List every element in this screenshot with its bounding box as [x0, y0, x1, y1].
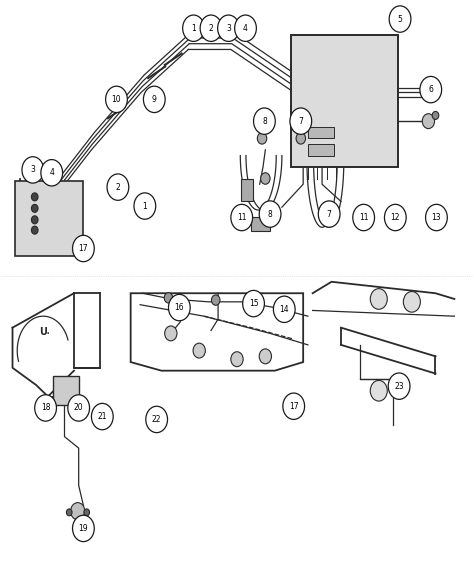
Text: 16: 16: [174, 303, 184, 312]
Circle shape: [41, 160, 63, 186]
Circle shape: [389, 6, 411, 32]
Text: 2: 2: [116, 183, 120, 191]
Text: 6: 6: [428, 85, 433, 94]
Circle shape: [107, 174, 129, 200]
Circle shape: [146, 406, 167, 432]
Circle shape: [283, 393, 305, 419]
Text: U: U: [39, 327, 47, 336]
Circle shape: [71, 503, 85, 520]
Circle shape: [211, 295, 220, 305]
Circle shape: [426, 204, 447, 231]
Text: 17: 17: [79, 244, 88, 253]
Text: ·: ·: [46, 327, 50, 341]
Bar: [241, 178, 253, 201]
Circle shape: [193, 343, 205, 358]
Circle shape: [296, 133, 306, 144]
Circle shape: [31, 204, 38, 212]
Text: 1: 1: [191, 24, 196, 33]
Text: 20: 20: [74, 404, 83, 412]
Circle shape: [247, 297, 255, 308]
Circle shape: [403, 292, 420, 312]
Circle shape: [91, 404, 113, 430]
Text: 1: 1: [143, 202, 147, 210]
Text: 4: 4: [243, 24, 248, 33]
Circle shape: [261, 172, 270, 184]
Circle shape: [31, 193, 38, 201]
Circle shape: [218, 15, 239, 41]
Circle shape: [370, 289, 387, 309]
Circle shape: [31, 216, 38, 224]
Text: 9: 9: [152, 95, 157, 104]
Text: 12: 12: [391, 213, 400, 222]
Text: 19: 19: [79, 524, 88, 533]
Text: 18: 18: [41, 404, 50, 412]
Circle shape: [35, 395, 56, 421]
Circle shape: [259, 201, 281, 227]
Circle shape: [290, 108, 312, 135]
Bar: [308, 144, 334, 156]
Circle shape: [66, 509, 72, 516]
Text: 11: 11: [237, 213, 246, 222]
Circle shape: [73, 515, 94, 542]
Circle shape: [353, 204, 374, 231]
Circle shape: [73, 235, 94, 262]
Text: 8: 8: [262, 117, 267, 126]
Circle shape: [31, 226, 38, 234]
Circle shape: [231, 204, 253, 231]
Bar: [15, 181, 83, 256]
Circle shape: [254, 108, 275, 135]
Circle shape: [68, 395, 90, 421]
Circle shape: [388, 373, 410, 400]
Circle shape: [106, 86, 128, 113]
Circle shape: [432, 112, 439, 120]
Bar: [308, 127, 334, 139]
Circle shape: [370, 381, 387, 401]
Text: 23: 23: [394, 382, 404, 390]
Text: 7: 7: [327, 209, 332, 218]
Circle shape: [273, 296, 295, 323]
Text: 3: 3: [30, 166, 35, 174]
Circle shape: [200, 15, 222, 41]
Text: 2: 2: [209, 24, 213, 33]
Text: 22: 22: [152, 415, 162, 424]
Circle shape: [134, 193, 156, 219]
Circle shape: [257, 133, 267, 144]
Circle shape: [420, 76, 442, 103]
Text: 15: 15: [249, 299, 258, 308]
Circle shape: [164, 293, 173, 303]
Circle shape: [259, 349, 272, 364]
Circle shape: [84, 509, 90, 516]
Text: 4: 4: [49, 168, 54, 177]
Bar: [251, 217, 270, 231]
Text: 21: 21: [98, 412, 107, 421]
Text: 7: 7: [298, 117, 303, 126]
Text: 11: 11: [359, 213, 368, 222]
Text: 14: 14: [280, 305, 289, 314]
Text: 13: 13: [432, 213, 441, 222]
Circle shape: [231, 352, 243, 367]
Text: 3: 3: [226, 24, 231, 33]
Text: 5: 5: [398, 14, 402, 24]
Circle shape: [22, 157, 44, 183]
Circle shape: [243, 290, 264, 317]
Circle shape: [144, 86, 165, 113]
Text: 8: 8: [268, 209, 273, 218]
Bar: [53, 377, 79, 405]
Circle shape: [422, 114, 435, 129]
Bar: [292, 35, 398, 167]
Circle shape: [168, 294, 190, 321]
Text: 10: 10: [112, 95, 121, 104]
Circle shape: [318, 201, 340, 227]
Circle shape: [384, 204, 406, 231]
Circle shape: [182, 15, 204, 41]
Circle shape: [235, 15, 256, 41]
Text: 17: 17: [289, 402, 299, 411]
Circle shape: [164, 326, 177, 341]
